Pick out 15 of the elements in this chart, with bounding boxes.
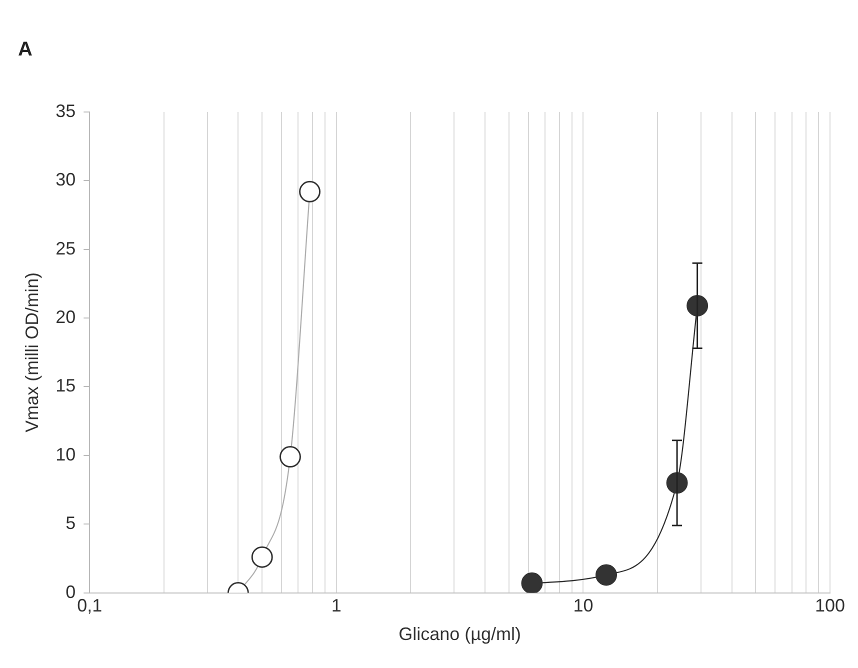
y-axis-title: Vmax (milli OD/min) — [22, 272, 42, 432]
x-axis-title: Glicano (µg/ml) — [398, 624, 522, 644]
y-tick-label: 35 — [56, 100, 76, 121]
y-tick-label: 25 — [56, 238, 76, 258]
x-tick-label: 100 — [814, 596, 846, 616]
x-tick-label: 0,1 — [77, 596, 102, 616]
chart-title: A — [18, 38, 32, 61]
y-tick-label: 5 — [66, 513, 76, 534]
y-tick-label: 15 — [56, 376, 76, 396]
y-tick-label: 0 — [66, 582, 76, 602]
x-tick-label: 10 — [573, 596, 594, 616]
y-tick-label: 30 — [56, 170, 76, 190]
y-tick-label: 10 — [56, 444, 76, 464]
y-tick-label: 20 — [56, 307, 76, 328]
x-tick-label: 1 — [331, 596, 342, 616]
